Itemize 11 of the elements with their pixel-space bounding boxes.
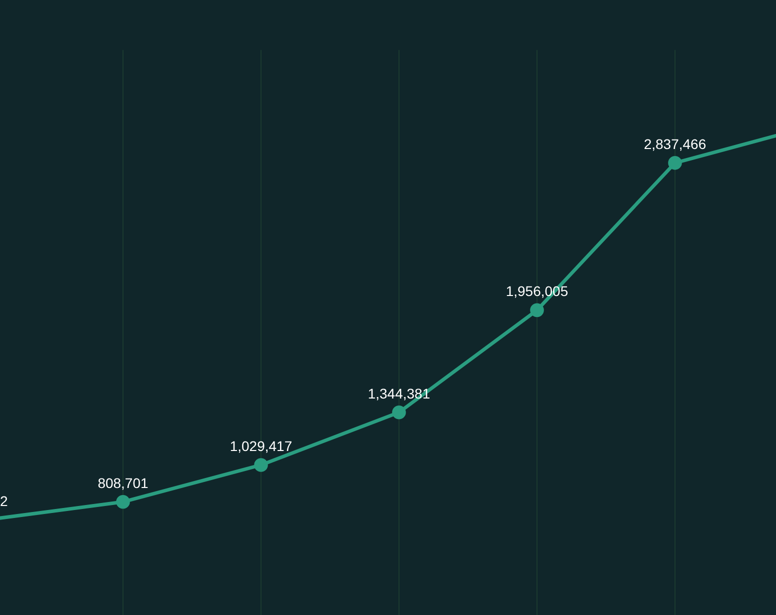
data-label: 2,837,466 bbox=[644, 136, 706, 152]
data-label: 1,344,381 bbox=[368, 385, 430, 402]
data-label: 1,956,005 bbox=[506, 283, 568, 300]
data-label: 1,029,417 bbox=[230, 438, 292, 454]
point bbox=[668, 156, 682, 170]
data-label: 808,701 bbox=[98, 474, 149, 491]
annotation: 2 bbox=[0, 493, 8, 509]
point bbox=[254, 458, 268, 472]
point bbox=[530, 303, 544, 318]
point bbox=[116, 494, 130, 509]
point bbox=[392, 405, 406, 420]
